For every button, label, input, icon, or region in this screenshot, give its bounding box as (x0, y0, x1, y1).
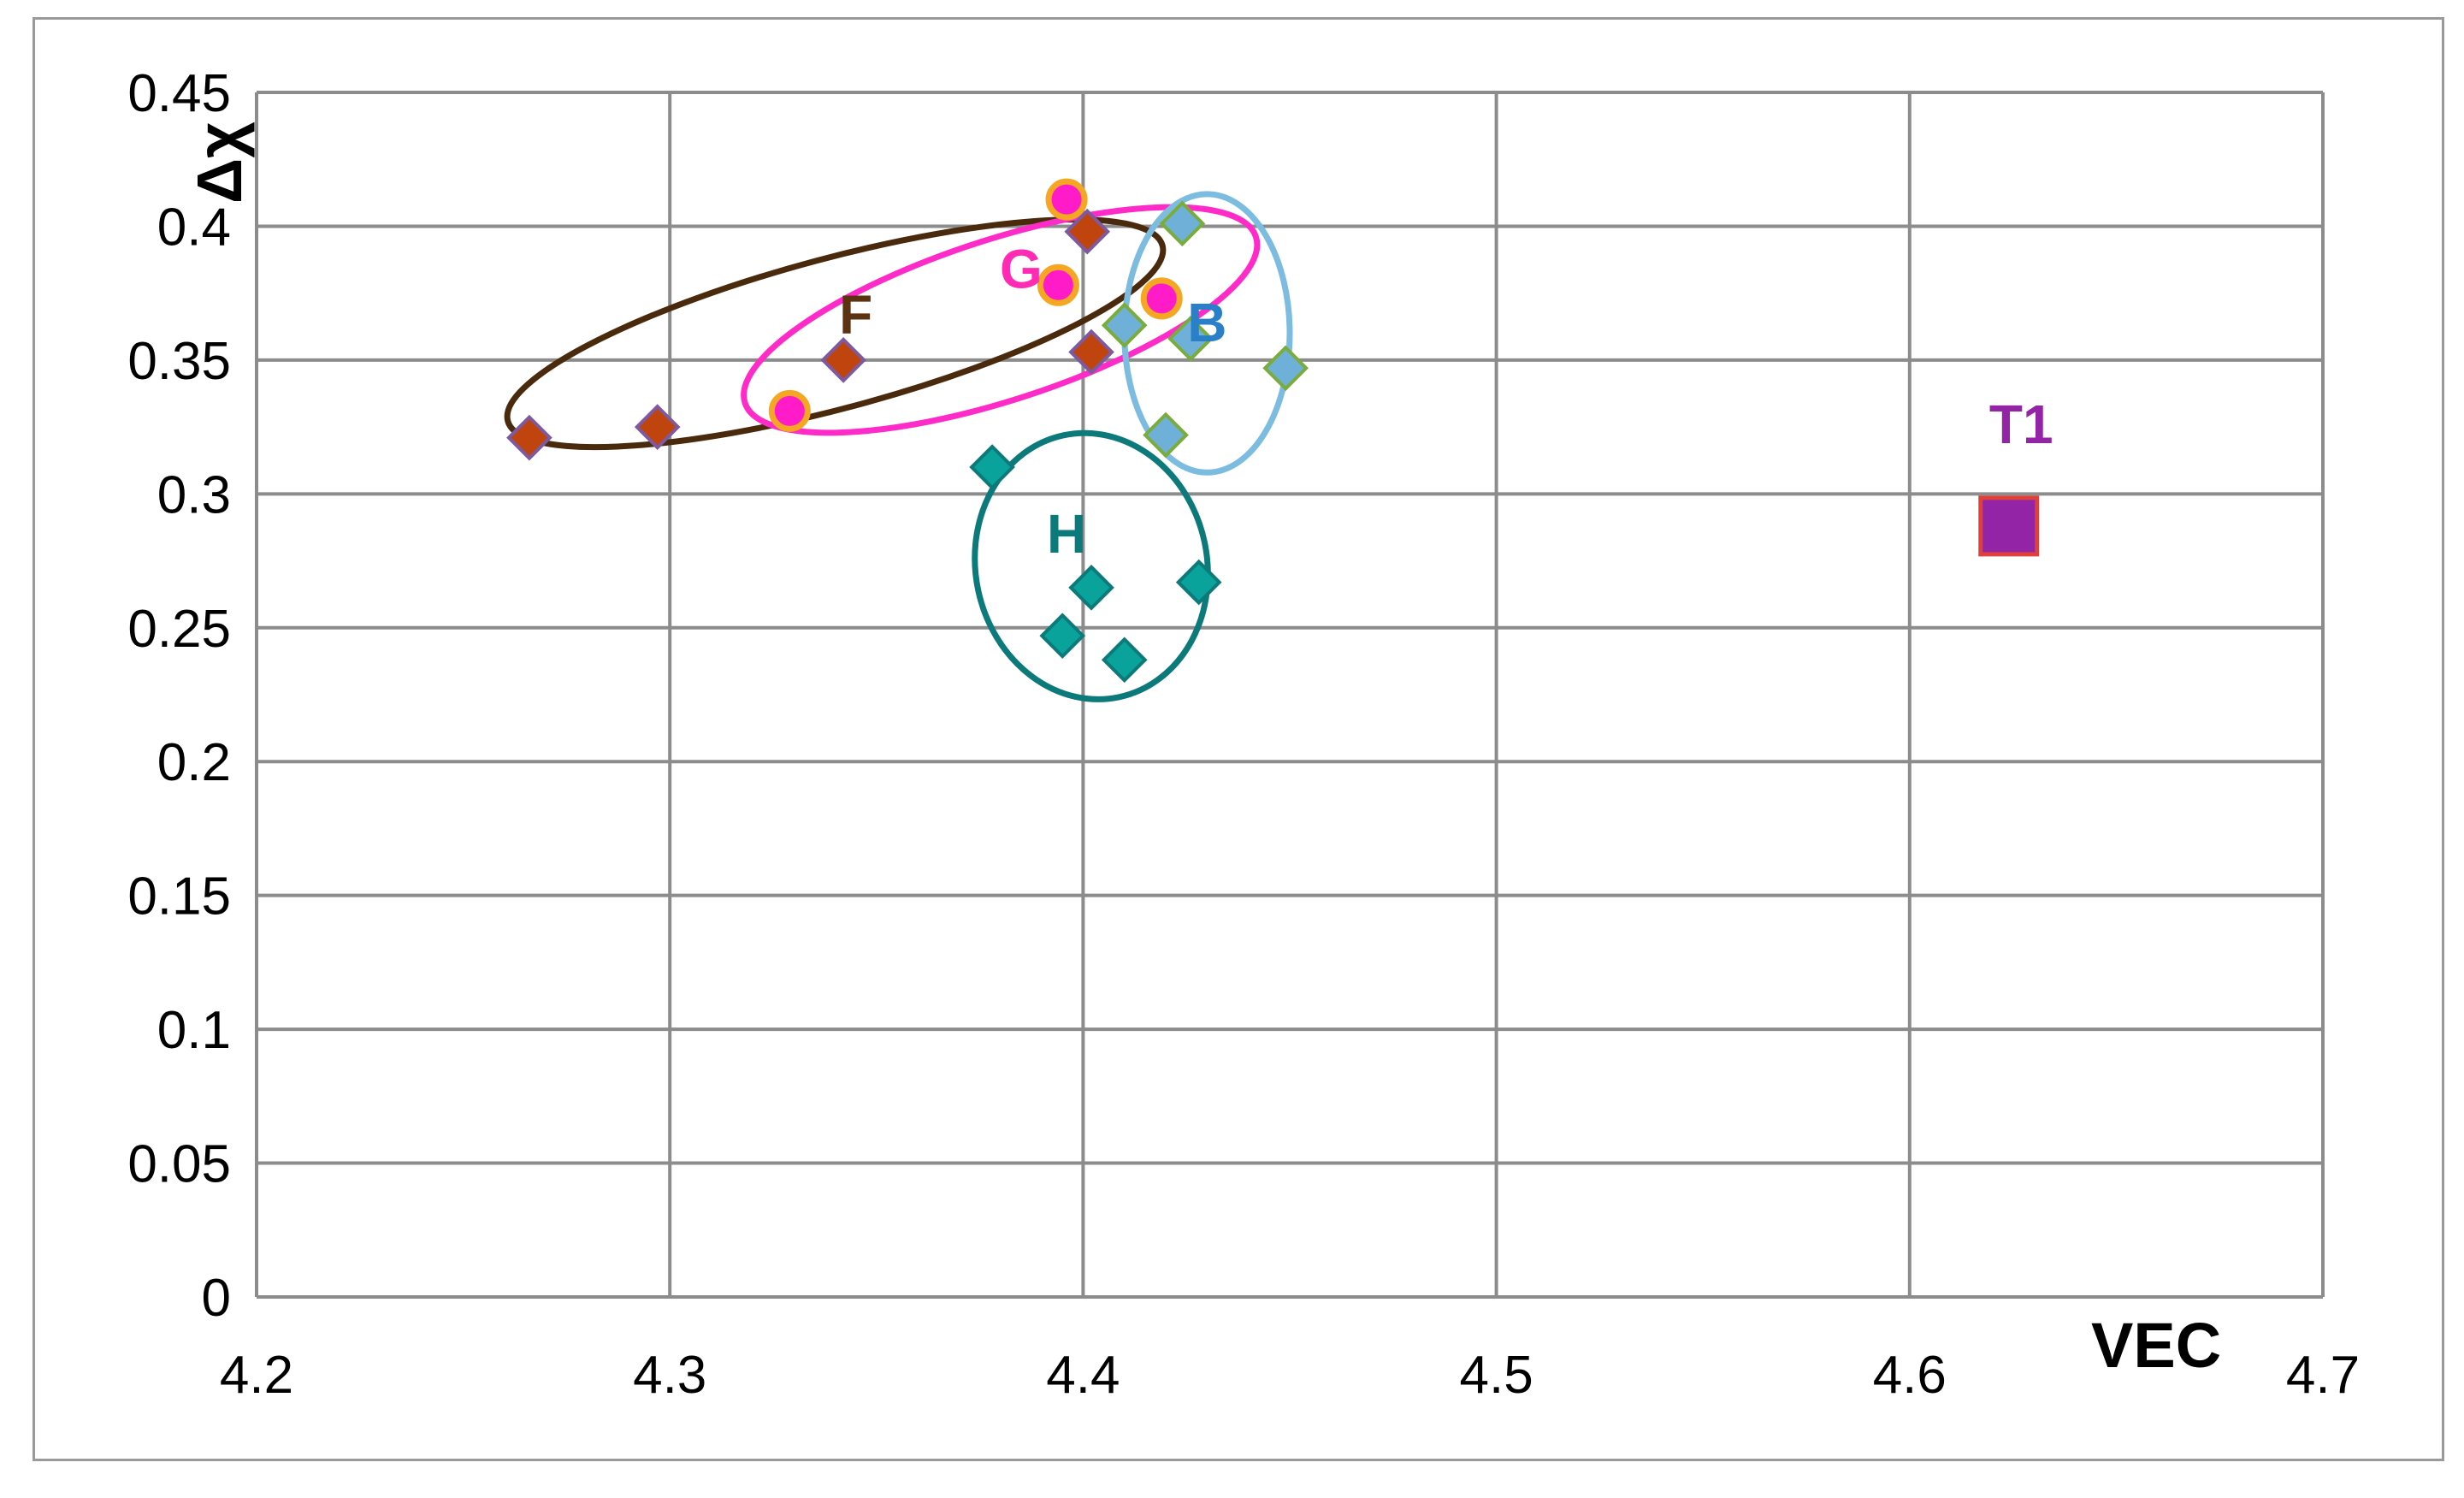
data-point-s2-0 (1101, 302, 1148, 349)
data-point-s3-0 (969, 444, 1015, 490)
data-point-s2-1 (1143, 412, 1189, 459)
cluster-labels: F G B H T1 (839, 238, 2053, 565)
data-point-s3-1 (1039, 613, 1086, 659)
y-tick-label-1: 0.05 (127, 1135, 231, 1194)
chart-frame (32, 17, 2444, 1461)
y-tick-label-7: 0.35 (127, 332, 231, 391)
cluster-label-g: G (1000, 238, 1043, 299)
y-tick-label-5: 0.25 (127, 600, 231, 659)
data-point-s0-3 (1064, 208, 1111, 255)
data-point-s0-0 (506, 414, 552, 461)
data-points (506, 178, 2040, 684)
data-point-s4-0 (1978, 495, 2040, 557)
cluster-label-b: B (1187, 292, 1226, 353)
data-point-s0-4 (1068, 329, 1114, 376)
x-tick-label-3: 4.5 (1459, 1346, 1533, 1405)
cluster-ellipse-H (972, 429, 1211, 702)
data-point-s1-2 (1045, 178, 1088, 221)
y-tick-label-6: 0.3 (157, 465, 231, 524)
data-point-s3-3 (1101, 637, 1148, 684)
data-point-s1-1 (1037, 263, 1079, 306)
data-point-s1-3 (1140, 277, 1183, 320)
x-axis-title: VEC (2091, 1310, 2221, 1381)
cluster-label-t1: T1 (1989, 394, 2053, 455)
y-tick-label-3: 0.15 (127, 867, 231, 927)
cluster-label-h: H (1047, 503, 1086, 565)
data-point-s0-2 (820, 337, 866, 383)
data-point-s2-4 (1262, 345, 1309, 392)
data-point-s2-3 (1167, 316, 1214, 362)
grid-lines (255, 91, 2325, 1299)
cluster-ellipse-F (504, 216, 1167, 451)
x-tick-label-4: 4.6 (1873, 1346, 1947, 1405)
y-tick-label-9: 0.45 (127, 64, 231, 123)
data-point-s2-2 (1159, 200, 1206, 247)
x-tick-label-1: 4.3 (633, 1346, 706, 1405)
data-point-s1-0 (768, 389, 811, 432)
x-tick-label-0: 4.2 (220, 1346, 293, 1405)
y-axis-title: Δχ (184, 121, 255, 204)
x-tick-label-5: 4.7 (2286, 1346, 2360, 1405)
y-tick-label-0: 0 (202, 1269, 231, 1328)
data-point-s3-4 (1175, 559, 1222, 606)
cluster-label-f: F (839, 284, 872, 346)
tick-labels: 4.2 4.3 4.4 4.5 4.6 4.7 0 0.05 0.1 0.15 0.2 0.25 0.3… (127, 64, 2360, 1405)
data-point-s3-2 (1068, 565, 1114, 611)
data-point-s0-1 (634, 404, 681, 450)
y-tick-label-8: 0.4 (157, 198, 231, 257)
x-tick-label-2: 4.4 (1046, 1346, 1120, 1405)
y-tick-label-4: 0.2 (157, 733, 231, 792)
cluster-ellipse-G (741, 204, 1261, 436)
y-tick-label-2: 0.1 (157, 1001, 231, 1060)
